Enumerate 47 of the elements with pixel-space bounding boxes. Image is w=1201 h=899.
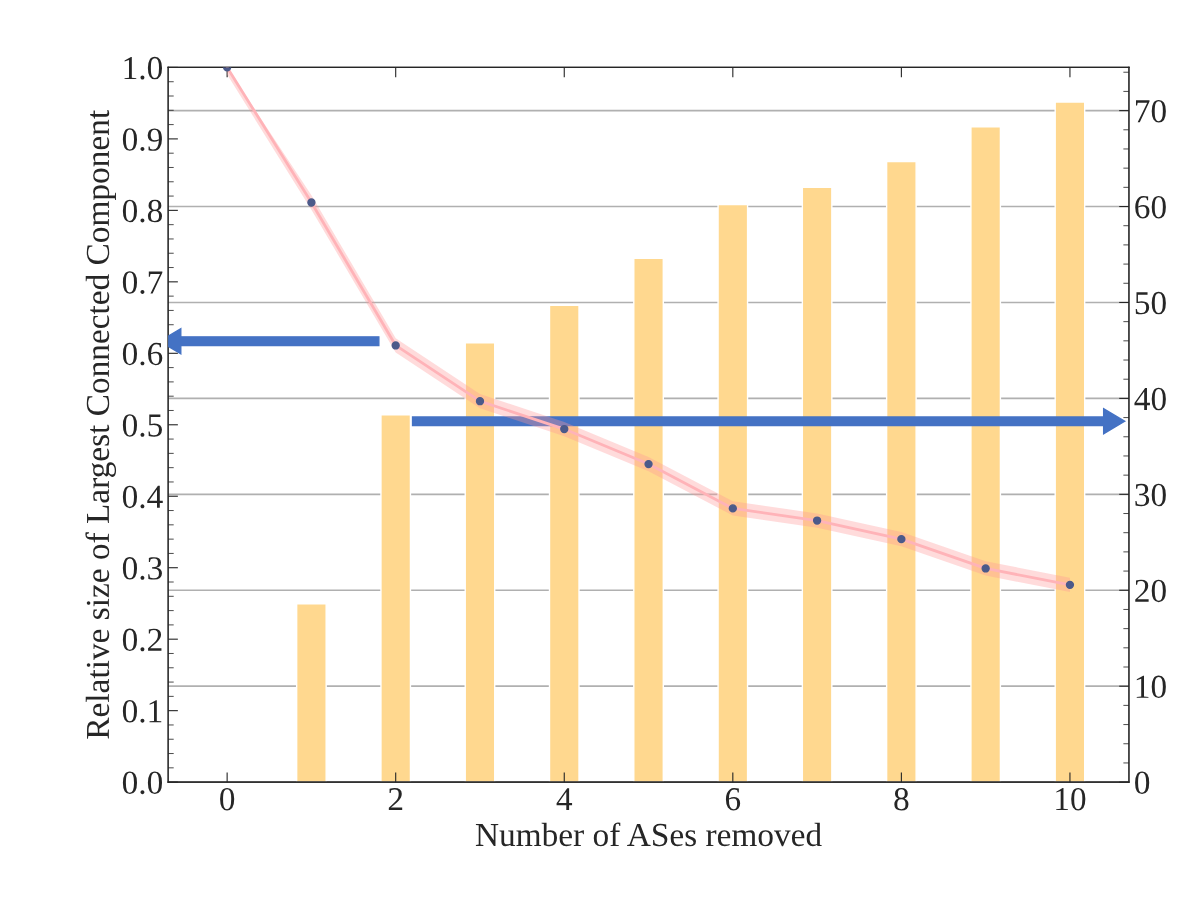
- y-axis-title: Relative size of Largest Connected Component: [85, 110, 117, 739]
- point: [812, 516, 822, 525]
- bar: [464, 342, 496, 783]
- y-tick-label: 0.5: [122, 414, 162, 437]
- x-tick-label: 8: [894, 787, 909, 811]
- point: [644, 459, 653, 469]
- bar: [380, 414, 412, 783]
- point: [897, 534, 906, 544]
- x-tick-label: 4: [556, 788, 573, 811]
- bar: [1054, 101, 1086, 783]
- point: [1065, 580, 1075, 590]
- y-tick-label: 0.3: [122, 557, 162, 580]
- bar: [548, 304, 580, 783]
- y-tick-label: 0.8: [122, 199, 163, 223]
- y2-tick-label: 60: [1135, 195, 1166, 219]
- y2-tick-label: 30: [1135, 483, 1166, 507]
- point: [728, 504, 737, 513]
- point: [391, 341, 400, 350]
- y2-tick-label: 70: [1136, 99, 1166, 123]
- point: [307, 198, 316, 207]
- point: [560, 424, 569, 434]
- y-tick-label: 0.0: [122, 771, 163, 795]
- bar: [295, 602, 327, 783]
- y2-tick-label: 20: [1135, 579, 1166, 603]
- y-tick-label: 0.7: [122, 271, 163, 294]
- bar: [885, 160, 917, 783]
- y-tick-label: 0.1: [122, 700, 162, 723]
- point: [981, 564, 990, 573]
- bar: [717, 203, 749, 783]
- y-tick-label: 0.2: [122, 628, 162, 652]
- y-tick-label: 0.4: [122, 485, 163, 509]
- y-tick-label: 0.6: [122, 342, 163, 366]
- y2-tick-label: 40: [1134, 387, 1166, 411]
- y-tick-label: 0.9: [122, 128, 162, 151]
- x-tick-label: 6: [725, 788, 741, 811]
- x-tick-label: 10: [1056, 787, 1086, 811]
- x-tick-label: 2: [388, 788, 403, 811]
- bar: [970, 126, 1002, 783]
- bar: [801, 186, 833, 783]
- y2-tick-label: 0: [1135, 771, 1150, 795]
- y2-tick-label: 50: [1135, 291, 1166, 315]
- y2-tick-label: 10: [1136, 675, 1166, 699]
- y-tick-label: 1.0: [124, 56, 163, 80]
- point: [475, 397, 485, 406]
- bar: [633, 257, 664, 783]
- x-axis-title: Number of ASes removed: [475, 822, 822, 847]
- x-tick-label: 0: [220, 787, 235, 811]
